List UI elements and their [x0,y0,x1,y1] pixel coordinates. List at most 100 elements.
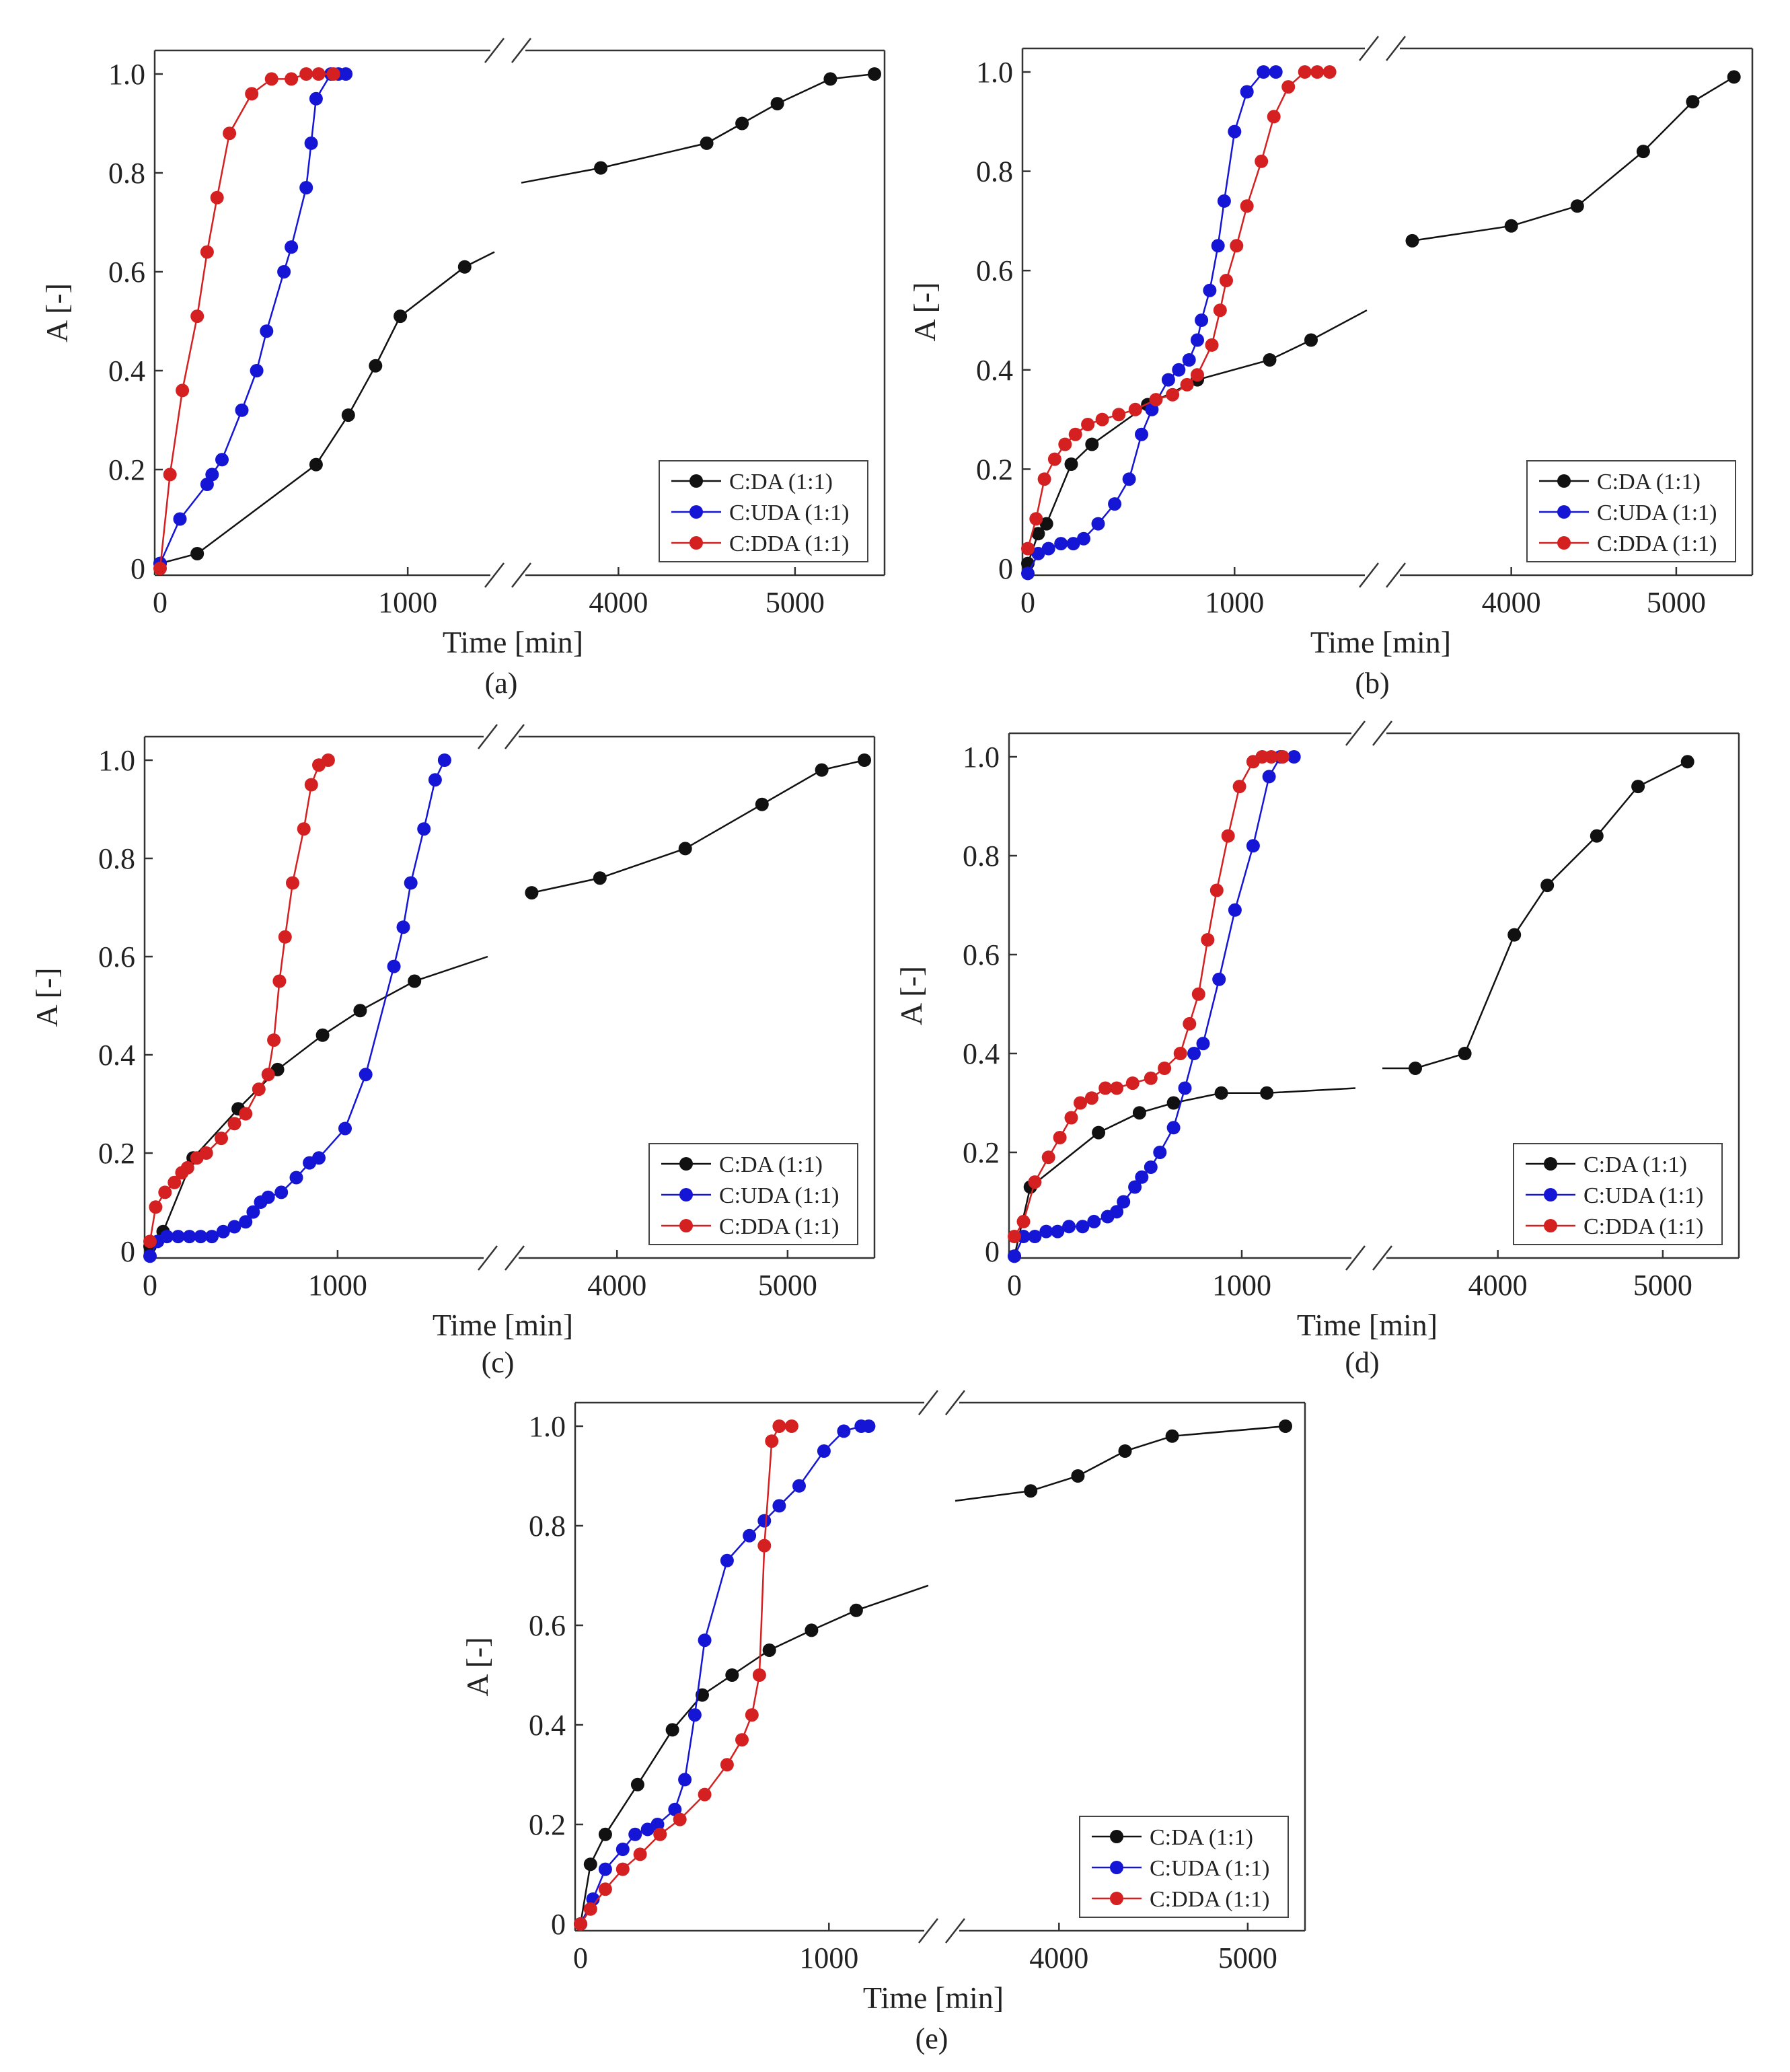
data-point [1054,537,1068,551]
series-red [574,1419,798,1931]
legend-label: C:UDA (1:1) [1150,1856,1270,1881]
panel-label: (e) [916,2022,948,2055]
axis-break-mark [478,724,498,749]
data-point [297,822,311,836]
data-point [598,1862,612,1876]
data-point [1064,1111,1078,1125]
data-point [1008,1230,1021,1243]
data-point [163,468,177,482]
data-point [1187,1047,1201,1060]
data-point [1201,933,1215,947]
data-point [1191,333,1204,347]
y-tick-label: 0.8 [98,842,135,875]
data-point [1062,1220,1076,1234]
data-point [640,1822,655,1837]
panel-label: (d) [1345,1346,1379,1379]
data-point [223,126,237,141]
legend-swatch-marker [679,1188,693,1201]
chart-panel-d: 0 0.2 0.4 0.6 0.8 1.0 0 1000 4000 5000 Time [min] A… [894,720,1740,1379]
axis-break-mark [918,1918,938,1944]
data-point [1016,1214,1031,1228]
data-point [1686,95,1700,109]
data-point [1255,154,1269,168]
series-line [159,251,495,564]
data-point [1409,1062,1422,1075]
data-point [309,457,323,472]
data-point [1213,303,1227,318]
data-point [304,778,318,792]
data-point [698,1633,712,1648]
panel-label: (b) [1355,667,1389,700]
legend: C:DA (1:1) C:UDA (1:1) C:DDA (1:1) [1526,460,1736,562]
data-point [339,67,353,81]
series-line [579,1584,929,1925]
data-point [1590,829,1604,843]
legend-swatch-marker [679,1219,693,1232]
data-point [1196,1037,1210,1051]
data-point [299,67,313,81]
data-point [1246,839,1260,853]
y-tick-label: 0 [998,552,1013,585]
data-point [1149,393,1163,407]
data-point [725,1668,739,1682]
series-line [149,955,488,1247]
axis-break-mark [484,562,505,588]
data-point [396,920,410,934]
axis-break-mark [1345,1245,1366,1271]
x-tick-label: 0 [573,1941,588,1974]
data-point [1540,879,1555,893]
data-point [1117,1195,1131,1209]
data-point [1053,1131,1067,1144]
series-blue [1008,750,1301,1263]
axis-break-mark [1372,720,1392,746]
data-point [1029,512,1043,526]
legend: C:DA (1:1) C:UDA (1:1) C:DDA (1:1) [1513,1143,1723,1245]
y-tick-label: 0.6 [529,1609,566,1642]
data-point [299,181,313,194]
legend-swatch-marker [1110,1892,1123,1905]
data-point [1098,1081,1113,1095]
data-point [199,1146,213,1160]
axis-break-mark [505,724,525,749]
series-line [1382,761,1688,1070]
y-tick-label: 0.4 [529,1709,566,1742]
data-point [158,1185,172,1199]
axis-break-mark [918,1390,938,1415]
data-point [285,240,299,254]
chart-panel-e: 0 0.2 0.4 0.6 0.8 1.0 0 1000 4000 5000 Time [min] A… [460,1390,1306,2055]
y-tick-label: 0.6 [98,940,135,973]
data-point [525,886,539,900]
y-tick-label: 0.8 [529,1510,566,1543]
data-point [1191,368,1204,382]
data-point [815,763,829,777]
data-point [261,1190,275,1204]
y-axis-title: A [-] [30,967,64,1027]
data-point [235,403,249,417]
series-line [521,73,875,184]
x-tick-label: 1000 [1205,586,1264,619]
y-tick-label: 0.4 [963,1037,1000,1070]
data-point [1203,283,1217,297]
data-point [1405,233,1419,248]
data-point [338,1121,352,1136]
series-black [1021,70,1741,570]
legend-label: C:UDA (1:1) [719,1183,840,1208]
data-point [182,1230,196,1244]
data-point [1110,1081,1124,1095]
data-point [289,1171,303,1185]
data-point [260,324,274,338]
data-point [227,1220,241,1234]
data-point [1112,408,1126,422]
x-axis-title: Time [min] [433,1308,573,1342]
data-point [1279,1419,1292,1433]
series-red [1008,750,1290,1243]
series-line [1013,1087,1356,1257]
chart-panel-a: 0 0.2 0.4 0.6 0.8 1.0 0 1000 4000 5000 Time [min] A… [40,38,886,700]
data-point [1211,239,1225,253]
y-tick-label: 0.6 [976,254,1013,287]
data-point [1024,1484,1038,1498]
y-tick-label: 0.2 [976,453,1013,486]
data-point [1570,199,1584,213]
data-point [277,265,291,279]
x-tick-label: 1000 [378,586,437,619]
